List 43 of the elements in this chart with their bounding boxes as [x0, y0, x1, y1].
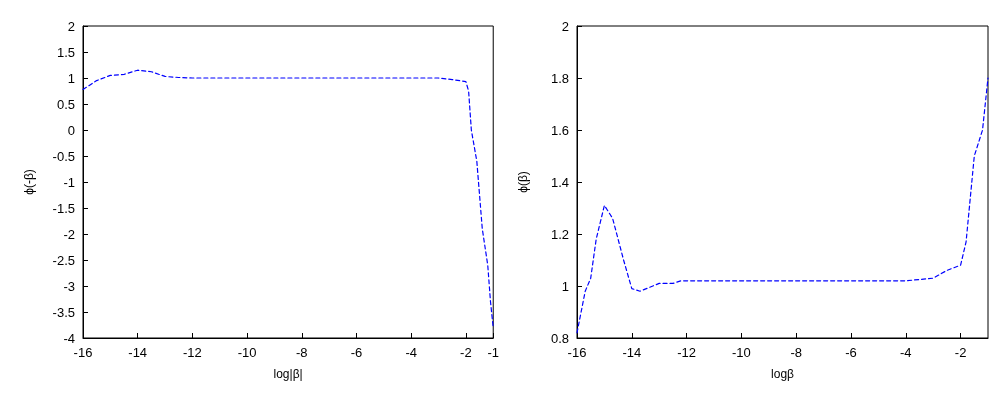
y-tick-label: 2 — [67, 18, 75, 34]
x-tick-label: -16 — [73, 345, 93, 360]
x-axis-title: log|β| — [273, 367, 303, 381]
y-axis-title: ϕ(β) — [516, 171, 530, 193]
y-tick-label: -4 — [63, 330, 75, 346]
y-tick-label: -2 — [63, 226, 75, 242]
x-tick-label: -4 — [405, 345, 417, 360]
x-tick-label: -1 — [487, 345, 499, 360]
x-tick-label: -16 — [567, 345, 587, 360]
x-tick-label: -8 — [790, 345, 802, 360]
x-tick-label: -10 — [732, 345, 751, 360]
y-tick-label: -2.5 — [52, 252, 75, 268]
line-series — [576, 77, 989, 334]
x-axis-title: logβ — [771, 367, 795, 381]
x-tick-label: -12 — [182, 345, 202, 360]
y-tick-label: 1.8 — [550, 70, 569, 86]
line-series — [82, 69, 494, 329]
y-tick-label: -0.5 — [52, 148, 75, 164]
x-tick-label: -10 — [237, 345, 257, 360]
y-tick-label: 0.8 — [550, 330, 569, 346]
y-tick-label: 0 — [67, 122, 75, 138]
y-tick-label: -3.5 — [52, 304, 75, 320]
y-tick-label: 0.5 — [56, 96, 75, 112]
y-tick-label: 1 — [67, 70, 75, 86]
x-tick-label: -4 — [900, 345, 912, 360]
x-tick-label: -2 — [460, 345, 472, 360]
y-tick-label: 1.5 — [56, 44, 75, 60]
x-tick-label: -6 — [845, 345, 857, 360]
y-axis-title: ϕ(-β) — [22, 169, 36, 195]
y-tick-label: 1.6 — [550, 122, 569, 138]
y-tick-label: 1.2 — [550, 226, 569, 242]
y-tick-label: 1.4 — [550, 174, 569, 190]
y-tick-label: 1 — [561, 278, 569, 294]
x-tick-label: -14 — [128, 345, 148, 360]
y-tick-label: -3 — [63, 278, 75, 294]
y-tick-label: -1 — [63, 174, 75, 190]
y-tick-label: 2 — [561, 18, 569, 34]
x-tick-label: -6 — [350, 345, 363, 360]
y-tick-label: -1.5 — [52, 200, 75, 216]
x-tick-label: -12 — [677, 345, 696, 360]
x-tick-label: -2 — [954, 345, 967, 360]
x-tick-label: -14 — [622, 345, 642, 360]
x-tick-label: -8 — [296, 345, 308, 360]
